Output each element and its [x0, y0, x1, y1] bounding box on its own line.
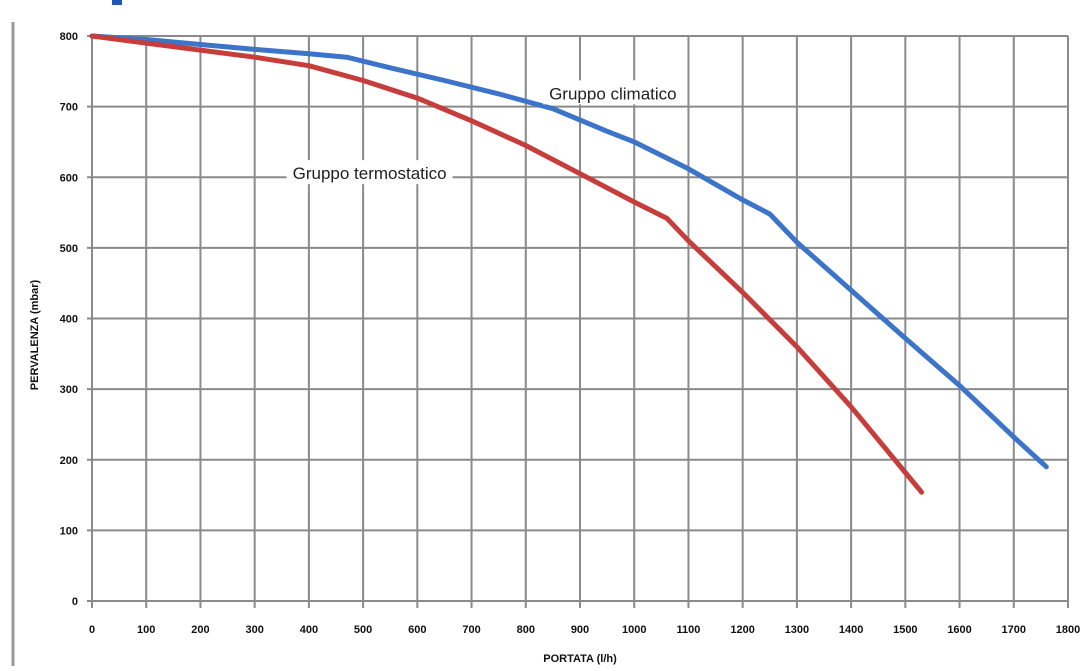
- y-tick-label: 700: [60, 102, 78, 114]
- y-tick-label: 0: [72, 596, 78, 608]
- x-tick-label: 1600: [947, 624, 971, 636]
- series-line-gruppo-termostatico: [89, 33, 925, 495]
- y-tick-label: 400: [60, 314, 78, 326]
- x-tick-label: 400: [300, 624, 318, 636]
- x-tick-label: 200: [191, 624, 209, 636]
- x-tick-label: 1300: [785, 624, 809, 636]
- x-axis-label: PORTATA (l/h): [543, 653, 617, 665]
- y-tick-label: 800: [60, 31, 78, 43]
- x-tick-label: 1000: [622, 624, 646, 636]
- tick-labels: 0 100 200 300 400 500 600 700 800 900 1000 1100 1200…: [60, 31, 1081, 636]
- top-accent-mark: [112, 0, 122, 5]
- label-gruppo-termostatico-background: [286, 160, 453, 185]
- x-tick-label: 1700: [1002, 624, 1026, 636]
- series-layer: [89, 33, 1049, 495]
- label-gruppo-termostatico: Gruppo termostatico: [286, 160, 453, 185]
- x-tick-label: 1400: [839, 624, 863, 636]
- x-tick-label: 900: [571, 624, 589, 636]
- x-tick-label: 700: [462, 624, 480, 636]
- x-tick-label: 100: [137, 624, 155, 636]
- x-tick-label: 1200: [730, 624, 754, 636]
- x-tick-label: 300: [245, 624, 263, 636]
- grid-layer: [87, 35, 1069, 608]
- y-tick-label: 200: [60, 455, 78, 467]
- x-tick-label: 1100: [677, 624, 701, 636]
- label-gruppo-climatico: Gruppo climatico: [543, 80, 683, 105]
- y-tick-label: 500: [60, 243, 78, 255]
- y-tick-label: 300: [60, 384, 78, 396]
- x-tick-label: 800: [517, 624, 535, 636]
- series-line-gruppo-climatico: [89, 33, 1049, 470]
- x-tick-label: 1500: [893, 624, 917, 636]
- x-tick-label: 600: [408, 624, 426, 636]
- y-axis-label: PERVALENZA (mbar): [29, 279, 41, 390]
- label-gruppo-termostatico-text: Gruppo termostatico: [293, 164, 447, 183]
- x-tick-label: 500: [354, 624, 372, 636]
- x-tick-label: 1800: [1056, 624, 1080, 636]
- label-gruppo-climatico-background: [543, 80, 683, 105]
- series-labels: Gruppo climatico Gruppo termostatico: [286, 80, 683, 185]
- y-tick-label: 600: [60, 172, 78, 184]
- y-tick-label: 100: [60, 525, 78, 537]
- label-gruppo-climatico-text: Gruppo climatico: [549, 84, 677, 103]
- x-tick-label: 0: [89, 624, 95, 636]
